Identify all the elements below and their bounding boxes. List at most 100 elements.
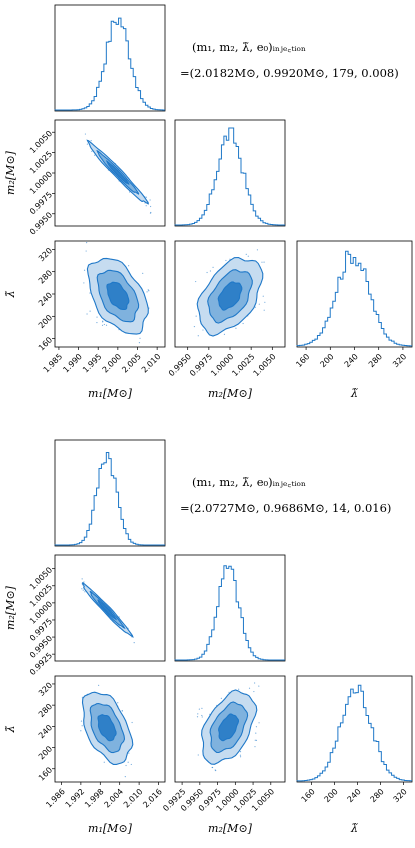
sample-point [86, 313, 88, 315]
sample-point [94, 154, 96, 156]
sample-point [212, 266, 214, 268]
injection-label: (m₁, m₂, λ̃, e₀)ᵢₙⱼₑ꜀ₜᵢₒₙ [192, 40, 306, 54]
histogram-frame [174, 554, 286, 662]
sample-point [228, 691, 230, 693]
y-axis-label-m2: m₂[M⊙] [4, 585, 17, 630]
sample-point [239, 754, 242, 756]
histogram-steps [174, 127, 285, 226]
contour-level [217, 281, 243, 311]
histogram-frame [296, 240, 413, 348]
y-axis-label-lambda: λ̃ [4, 726, 17, 734]
sample-point [255, 726, 258, 728]
x-tick-label: 160 [300, 787, 317, 804]
sample-point [117, 702, 119, 704]
x-tick-label: 2.004 [103, 787, 126, 810]
sample-point [198, 708, 200, 710]
sample-point [86, 241, 88, 244]
sample-point [150, 211, 152, 214]
sample-point [139, 337, 141, 339]
sample-point [211, 766, 214, 769]
contour-level [106, 281, 130, 311]
x-axis-label-m1: m₁[M⊙] [88, 387, 133, 400]
sample-point [209, 270, 212, 272]
histogram-frame [54, 439, 166, 547]
sample-point [101, 324, 104, 326]
sample-point [248, 687, 251, 689]
histogram-steps [55, 17, 165, 111]
sample-point [84, 133, 87, 135]
sample-point [121, 710, 123, 712]
sample-point [196, 716, 199, 718]
sample-point [89, 292, 91, 294]
sample-point [247, 255, 249, 257]
y-axis-label-m2: m₂[M⊙] [4, 150, 17, 195]
injection-values: =(2.0727M⊙, 0.9686M⊙, 14, 0.016) [180, 501, 391, 515]
sample-point [103, 323, 105, 326]
sample-point [254, 746, 256, 748]
sample-point [261, 261, 263, 263]
x-tick-label: 1.986 [44, 787, 67, 810]
sample-point [149, 199, 151, 201]
sample-point [83, 269, 86, 271]
sample-point [193, 325, 196, 328]
x-axis-label-lambda: λ̃ [350, 387, 358, 400]
sample-point [98, 684, 100, 686]
sample-point [197, 713, 199, 715]
histogram-frame [296, 675, 413, 783]
sample-point [245, 253, 247, 255]
sample-point [148, 290, 150, 292]
sample-point [85, 250, 87, 252]
sample-point [235, 327, 237, 329]
sample-point [201, 714, 203, 717]
x-tick-label: 160 [294, 352, 311, 369]
sample-point [124, 776, 126, 778]
sample-point [229, 258, 231, 260]
sample-point [96, 321, 98, 324]
y-tick-label: 200 [37, 313, 54, 330]
sample-point [255, 739, 258, 741]
injection-label: (m₁, m₂, λ̃, e₀)ᵢₙⱼₑ꜀ₜᵢₒₙ [192, 475, 306, 489]
sample-point [239, 751, 242, 753]
sample-point [89, 310, 91, 312]
sample-point [83, 581, 85, 583]
sample-point [258, 685, 260, 687]
sample-point [129, 191, 131, 193]
sample-point [258, 303, 260, 305]
sample-point [102, 321, 104, 323]
contour-level [105, 160, 130, 185]
sample-point [215, 769, 217, 772]
sample-point [242, 322, 244, 325]
sample-point [147, 289, 149, 291]
sample-point [195, 280, 197, 283]
sample-point [145, 205, 147, 207]
sample-point [255, 732, 257, 734]
x-tick-label: 320 [391, 352, 408, 369]
x-tick-label: 1.998 [83, 787, 106, 810]
y-tick-label: 280 [37, 702, 54, 719]
y-tick-label: 280 [37, 268, 54, 285]
y-tick-label: 240 [37, 723, 54, 740]
sample-point [83, 282, 85, 284]
x-tick-label: 200 [323, 787, 340, 804]
sample-point [81, 588, 83, 590]
x-tick-label: 2.016 [141, 787, 164, 810]
sample-point [125, 764, 127, 767]
sample-point [84, 591, 86, 593]
sample-point [195, 315, 197, 317]
sample-point [220, 697, 222, 699]
histogram-steps [174, 565, 285, 661]
sample-point [128, 752, 130, 754]
sample-point [254, 739, 256, 741]
y-tick-label: 320 [37, 246, 54, 263]
sample-point [131, 721, 133, 724]
sample-point [133, 641, 135, 644]
sample-point [81, 578, 83, 580]
x-axis-label-m1: m₁[M⊙] [88, 822, 133, 835]
x-tick-label: 2.010 [122, 787, 145, 810]
y-tick-label: 160 [37, 335, 54, 352]
x-tick-label: 1.985 [42, 352, 65, 375]
sample-point [197, 335, 199, 337]
x-tick-label: 1.995 [81, 352, 104, 375]
sample-point [80, 730, 82, 732]
